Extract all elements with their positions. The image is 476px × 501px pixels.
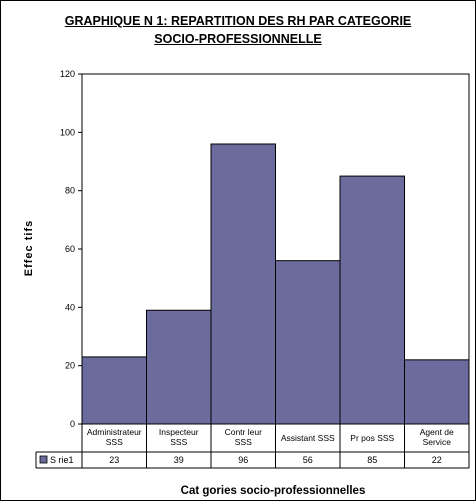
data-value: 23: [109, 455, 119, 465]
bar: [404, 359, 470, 425]
data-table: Administrateur SSS Inspecteur SSS Contr leur…: [35, 424, 470, 469]
y-tick-label: 20: [65, 361, 75, 371]
data-value: 39: [174, 455, 184, 465]
x-tick-label: Pr pos SSS: [350, 433, 394, 443]
x-tick-label: Assistant SSS: [281, 433, 335, 443]
bar: [339, 175, 405, 425]
y-tick-label: 0: [70, 419, 75, 429]
y-tick-label: 60: [65, 244, 75, 254]
legend-swatch: [39, 455, 48, 464]
bar: [81, 356, 147, 425]
x-tick-label: Contr leur SSS: [225, 427, 262, 447]
chart-title: GRAPHIQUE N 1: REPARTITION DES RH PAR CA…: [64, 14, 412, 46]
x-axis-label: Cat gories socio-professionnelles: [181, 485, 366, 497]
series-label: S rie1: [50, 455, 74, 465]
data-value: 22: [432, 455, 442, 465]
bar: [146, 309, 212, 425]
y-tick-label: 100: [60, 127, 75, 137]
bar: [210, 143, 276, 425]
x-tick-label: Inspecteur SSS: [159, 427, 199, 447]
y-tick-label: 120: [60, 69, 75, 79]
bars: [81, 143, 470, 425]
x-tick-label: Administrateur SSS: [87, 427, 142, 447]
y-tick-label: 40: [65, 302, 75, 312]
data-value: 56: [303, 455, 313, 465]
data-value: 96: [238, 455, 248, 465]
data-value: 85: [367, 455, 377, 465]
y-tick-label: 80: [65, 186, 75, 196]
bar: [275, 260, 341, 425]
y-axis-label: Effec tifs: [23, 220, 35, 276]
x-tick-label: Agent de Service: [420, 427, 454, 447]
